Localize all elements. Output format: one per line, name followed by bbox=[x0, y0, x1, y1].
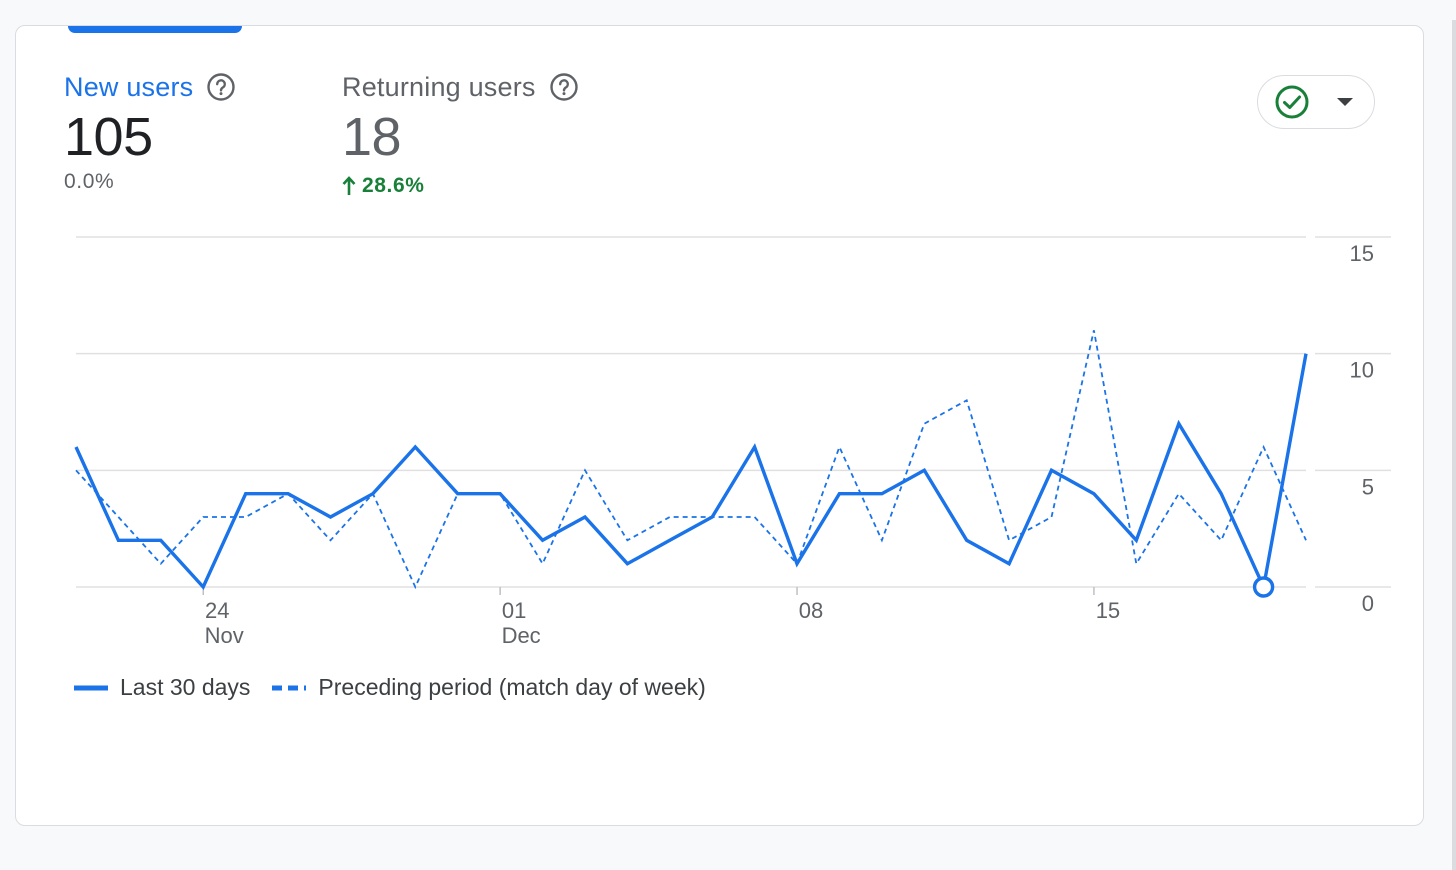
series-line-preceding-period[interactable] bbox=[75, 330, 1307, 590]
metric-change: 0.0% bbox=[64, 170, 236, 194]
y-tick-label: 10 bbox=[1350, 358, 1374, 383]
x-tick-label: 15 bbox=[1096, 598, 1120, 623]
arrow-up-icon bbox=[342, 176, 356, 195]
legend-label: Preceding period (match day of week) bbox=[318, 674, 706, 700]
active-tab-indicator bbox=[68, 26, 242, 33]
check-circle-icon bbox=[1275, 85, 1309, 119]
chart-legend: Last 30 days Preceding period (match day… bbox=[74, 674, 706, 701]
metric-label: New users bbox=[64, 71, 194, 102]
metric-change: 28.6% bbox=[342, 174, 579, 198]
legend-dashed-line-icon bbox=[272, 685, 307, 690]
y-tick-label: 0 bbox=[1362, 591, 1374, 616]
x-tick-sublabel: Dec bbox=[502, 623, 541, 648]
y-tick-label: 5 bbox=[1362, 474, 1374, 499]
legend-item-last-30-days[interactable]: Last 30 days bbox=[74, 674, 250, 701]
legend-item-preceding-period[interactable]: Preceding period (match day of week) bbox=[272, 674, 706, 701]
help-circle-icon[interactable] bbox=[549, 72, 579, 102]
legend-label: Last 30 days bbox=[120, 674, 251, 700]
metric-returning-users[interactable]: Returning users 18 28.6% bbox=[342, 70, 579, 198]
x-tick-label: 01 bbox=[502, 598, 526, 623]
y-tick-label: 15 bbox=[1350, 241, 1374, 266]
x-tick-sublabel: Nov bbox=[205, 623, 244, 648]
legend-solid-line-icon bbox=[74, 685, 108, 690]
x-tick-label: 08 bbox=[799, 598, 823, 623]
series-line-last-30-days[interactable] bbox=[74, 353, 1308, 593]
metric-change-text: 0.0% bbox=[64, 170, 115, 193]
metric-change-text: 28.6% bbox=[362, 174, 425, 197]
metric-value: 18 bbox=[342, 107, 402, 167]
caret-down-icon bbox=[1337, 98, 1353, 106]
metric-value: 105 bbox=[64, 107, 153, 167]
comparison-status-button[interactable] bbox=[1257, 75, 1375, 129]
metric-new-users[interactable]: New users 105 0.0% bbox=[64, 70, 236, 194]
hover-point-marker[interactable] bbox=[1252, 576, 1275, 598]
metric-label: Returning users bbox=[342, 71, 536, 102]
x-tick-label: 24 bbox=[205, 598, 229, 623]
window-edge bbox=[1452, 20, 1456, 870]
help-circle-icon[interactable] bbox=[206, 72, 236, 102]
users-overview-card: New users 105 0.0% Returning users 18 bbox=[15, 25, 1424, 826]
